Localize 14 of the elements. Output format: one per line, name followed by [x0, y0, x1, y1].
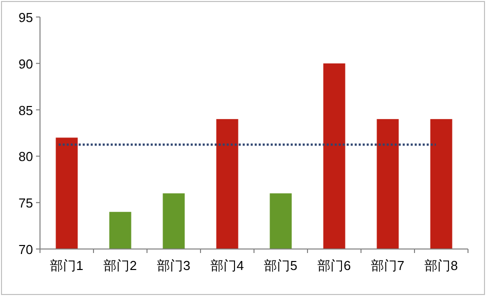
x-tick-label: 部门4 — [210, 258, 244, 273]
y-tick-label: 70 — [18, 242, 33, 257]
x-tick-label: 部门5 — [264, 258, 298, 273]
x-tick-label: 部门8 — [424, 258, 458, 273]
y-tick-label: 90 — [18, 56, 33, 72]
y-tick-label: 95 — [18, 10, 33, 25]
x-tick-label: 部门3 — [157, 258, 190, 273]
y-tick-label: 80 — [18, 149, 33, 164]
x-tick-label: 部门2 — [104, 258, 137, 273]
x-tick-label: 部门1 — [50, 258, 84, 273]
x-tick-label: 部门6 — [318, 258, 351, 273]
y-tick-label: 75 — [18, 196, 33, 211]
x-tick-label: 部门7 — [371, 258, 404, 273]
y-tick-label: 85 — [18, 102, 33, 118]
